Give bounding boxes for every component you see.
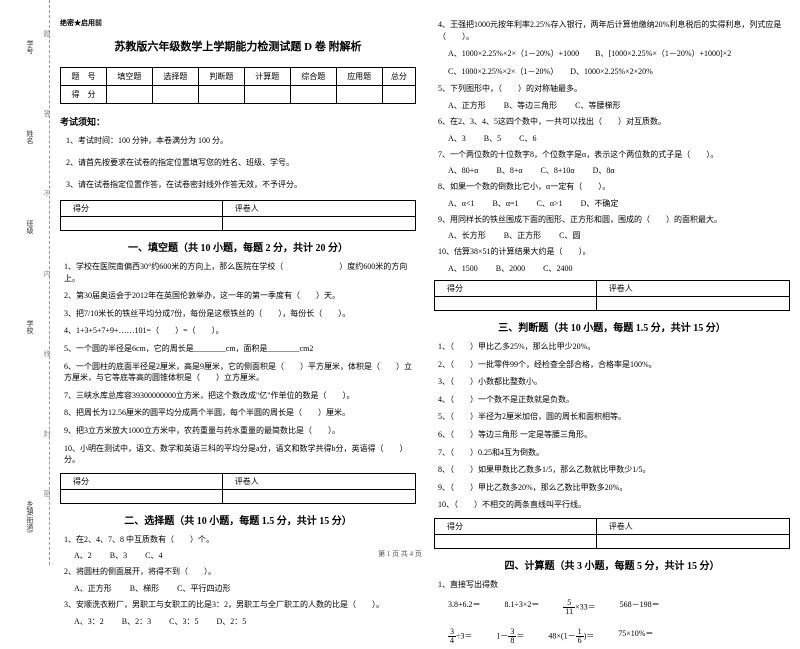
cut-mark: 封: [42, 430, 52, 437]
cut-mark: 不: [42, 190, 52, 197]
field-class: 班级: [25, 220, 35, 234]
score-row-label: 得 分: [61, 86, 107, 104]
question: 8、（ ）如果甲数比乙数多1/5，那么乙数就比甲数少1/5。: [438, 464, 790, 476]
options: A、正方形B、等边三角形C、等腰梯形: [448, 100, 790, 111]
cut-mark: 答: [42, 110, 52, 117]
binding-strip: 学号 姓名 班级 学校 乡镇(街道) 题 答 不 内 线 封 密: [0, 0, 50, 565]
question: 9、把3立方米放大1000立方米中，农药重量与药水重量的最简数比是（ ）。: [64, 425, 416, 437]
table-row: 题 号 填空题 选择题 判断题 计算题 综合题 应用题 总分: [61, 68, 416, 86]
mark-cell: 评卷人: [222, 201, 415, 217]
mark-table: 得分评卷人: [60, 473, 416, 504]
calc-row: 3.8+6.2＝ 8.1÷3×2＝ 511×33＝ 568－198＝: [448, 599, 790, 616]
mark-cell: 评卷人: [596, 280, 789, 296]
calc-item: 568－198＝: [620, 599, 660, 616]
score-h: 总分: [382, 68, 415, 86]
cut-mark: 密: [42, 490, 52, 497]
question: 6、（ ）等边三角形 一定是等腰三角形。: [438, 429, 790, 441]
question: 4、（ ）一个数不是正数就是负数。: [438, 394, 790, 406]
notice-item: 3、请在试卷指定位置作答，在试卷密封线外作答无效，不予评分。: [66, 179, 416, 191]
question: 5、一个圆的半径是6cm，它的周长是________cm，面积是________…: [64, 343, 416, 355]
options: A、长方形B、正方形C、圆: [448, 230, 790, 241]
options: A、1000×2.25%×2×（1－20%）+1000 B、[1000×2.25…: [448, 48, 790, 60]
mark-cell: 得分: [61, 201, 223, 217]
mark-table: 得分评卷人: [434, 280, 790, 311]
calc-item: 34÷3＝: [448, 628, 472, 645]
calc-item: 75×10%＝: [618, 628, 653, 645]
notice-item: 2、请首先按要求在试卷的指定位置填写您的姓名、班级、学号。: [66, 157, 416, 169]
options: A、α<1B、α=1C、α>1D、不确定: [448, 198, 790, 209]
question: 10、估算38×51的计算结果大约是（ ）。: [438, 246, 790, 258]
mark-cell: 评卷人: [222, 473, 415, 489]
calc-item: 48×(1－16)＝: [548, 628, 594, 645]
question: 8、把周长为12.56厘米的圆平均分成两个半圆，每个半圆的周长是（ ）厘米。: [64, 407, 416, 419]
question: 10、（ ）不相交的两条直线叫平行线。: [438, 499, 790, 511]
question: 3、安顺洗衣粉厂，男职工与女职工的比是3：2，男职工与全厂职工的人数的比是（ ）…: [64, 599, 416, 611]
question: 5、下列图形中，（ ）的对称轴最多。: [438, 83, 790, 95]
section-title: 二、选择题（共 10 小题，每题 1.5 分，共计 15 分）: [60, 512, 416, 527]
field-town: 乡镇(街道): [25, 500, 35, 533]
section-title: 四、计算题（共 3 小题，每题 5 分，共计 15 分）: [434, 557, 790, 572]
question: 4、1+3+5+7+9+……101=（ ）=（ ）。: [64, 325, 416, 337]
calc-item: 8.1÷3×2＝: [505, 599, 540, 616]
calc-item: 1－38＝: [496, 628, 524, 645]
notice-heading: 考试须知：: [60, 115, 416, 128]
field-id: 学号: [25, 40, 35, 54]
score-h: 选择题: [152, 68, 198, 86]
question: 8、如果一个数的倒数比它小，α一定有（ ）。: [438, 181, 790, 193]
mark-table: 得分评卷人: [434, 518, 790, 549]
question: 7、三峡水库总库容39300000000立方米，把这个数改成"亿"作单位的数是（…: [64, 390, 416, 402]
mark-cell: 得分: [435, 280, 597, 296]
options: A、正方形B、梯形C、平行四边形: [74, 583, 416, 594]
secret-mark: 绝密★启用前: [60, 18, 416, 28]
question: 1、在2、4、7、8 中互质数有（ ）个。: [64, 534, 416, 546]
score-h: 综合题: [290, 68, 336, 86]
question: 1、直接写出得数: [438, 579, 790, 591]
question: 3、把7/10米长的铁丝平均分成7份，每份是这根铁丝的（ ），每份长（ ）。: [64, 308, 416, 320]
score-h: 填空题: [106, 68, 152, 86]
question: 9、用同样长的铁丝围成下面的图形、正方形和圆，围成的（ ）的面积最大。: [438, 214, 790, 226]
notice-item: 1、考试时间：100 分钟，本卷满分为 100 分。: [66, 135, 416, 147]
mark-cell: 评卷人: [596, 518, 789, 534]
score-h: 计算题: [244, 68, 290, 86]
mark-cell: 得分: [61, 473, 223, 489]
table-row: 得 分: [61, 86, 416, 104]
score-h: 题 号: [61, 68, 107, 86]
question: 7、（ ）0.25和4互为倒数。: [438, 447, 790, 459]
calc-item: 511×33＝: [563, 599, 595, 616]
options: A、80+αB、8+αC、8+10αD、8α: [448, 165, 790, 176]
question: 10、小明在测试中，语文、数学和英语三科的平均分是a分，语文和数学共得b分，英语…: [64, 443, 416, 466]
question: 2、将圆柱的侧面展开，将得不到（ ）。: [64, 566, 416, 578]
calc-row: 34÷3＝ 1－38＝ 48×(1－16)＝ 75×10%＝: [448, 628, 790, 645]
field-school: 学校: [25, 320, 35, 334]
mark-cell: 得分: [435, 518, 597, 534]
options: A、3：2B、2：3C、3：5D、2：5: [74, 616, 416, 627]
section-title: 三、判断题（共 10 小题，每题 1.5 分，共计 15 分）: [434, 319, 790, 334]
options: A、3B、5C、6: [448, 133, 790, 144]
mark-table: 得分评卷人: [60, 200, 416, 231]
score-h: 判断题: [198, 68, 244, 86]
calc-item: 3.8+6.2＝: [448, 599, 481, 616]
field-name: 姓名: [25, 130, 35, 144]
section-title: 一、填空题（共 10 小题，每题 2 分，共计 20 分）: [60, 239, 416, 254]
question: 3、（ ）小数都比整数小。: [438, 376, 790, 388]
question: 6、在2、3、4、5这四个数中，一共可以找出（ ）对互质数。: [438, 116, 790, 128]
exam-title: 苏教版六年级数学上学期能力检测试题 D 卷 附解析: [60, 38, 416, 54]
question: 5、（ ）半径为2厘米加倍，圆的周长和面积相等。: [438, 411, 790, 423]
options: A、1500B、2000C、2400: [448, 263, 790, 274]
question: 1、（ ）甲比乙多25%，那么比甲少20%。: [438, 341, 790, 353]
score-table: 题 号 填空题 选择题 判断题 计算题 综合题 应用题 总分 得 分: [60, 67, 416, 104]
cut-mark: 题: [42, 30, 52, 37]
page-number: 第 1 页 共 4 页: [0, 549, 800, 559]
cut-mark: 内: [42, 270, 52, 277]
question: 6、一个圆柱的底面半径是2厘米，高是9厘米，它的侧面积是（ ）平方厘米，体积是（…: [64, 361, 416, 384]
question: 4、王强把1000元按年利率2.25%存入银行，两年后计算他缴纳20%利息税后的…: [438, 19, 790, 42]
question: 7、一个两位数的十位数字8，个位数字是α，表示这个两位数的式子是（ ）。: [438, 149, 790, 161]
cut-mark: 线: [42, 350, 52, 357]
question: 9、（ ）甲比乙数多20%，那么乙数比甲数多20%。: [438, 482, 790, 494]
question: 2、（ ）一批零件99个，经检查全部合格，合格率是100%。: [438, 359, 790, 371]
question: 2、第30届奥运会于2012年在英国伦敦举办，这一年的第一季度有（ ）天。: [64, 290, 416, 302]
question: 1、学校在医院南偏西30°约600米的方向上，那么医院在学校（ ）度约600米的…: [64, 261, 416, 284]
score-h: 应用题: [336, 68, 382, 86]
options: C、1000×2.25%×2×（1－20%） D、1000×2.25%×2×20…: [448, 66, 790, 78]
